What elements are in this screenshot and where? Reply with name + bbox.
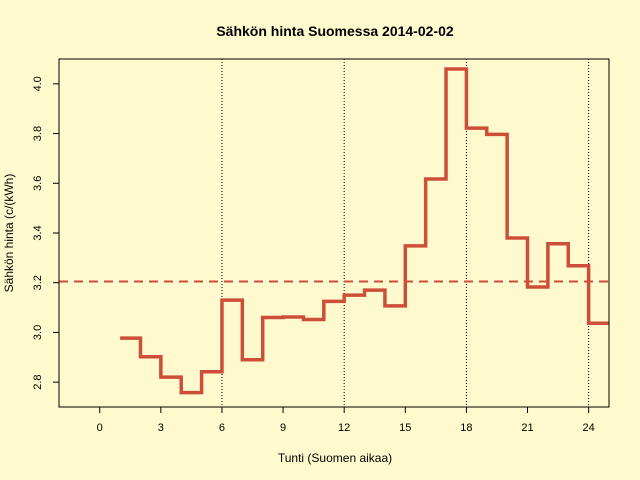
x-tick-label-9: 9 (280, 422, 286, 434)
series-line-0 (120, 67, 609, 395)
x-axis: 0 3 6 9 12 15 18 21 24 (97, 407, 595, 434)
x-tick-label-3: 3 (158, 422, 164, 434)
y-tick-label-6: 4.0 (32, 76, 44, 91)
x-tick-label-6: 6 (219, 422, 225, 434)
x-tick-label-12: 12 (338, 422, 350, 434)
y-tick-label-5: 3.8 (32, 126, 44, 141)
x-tick-label-18: 18 (460, 422, 472, 434)
y-tick-label-0: 2.8 (32, 374, 44, 389)
chart-title: Sähkön hinta Suomessa 2014-02-02 (216, 23, 454, 39)
y-axis: 2.8 3.0 3.2 3.4 3.6 3.8 4.0 (32, 76, 59, 390)
y-tick-label-1: 3.0 (32, 325, 44, 340)
x-axis-label: Tunti (Suomen aikaa) (278, 451, 392, 465)
y-tick-label-2: 3.2 (32, 275, 44, 290)
series-layer (120, 67, 609, 395)
y-tick-label-4: 3.6 (32, 176, 44, 191)
x-tick-label-15: 15 (399, 422, 411, 434)
x-tick-label-24: 24 (583, 422, 595, 434)
y-tick-label-3: 3.4 (32, 225, 44, 240)
x-tick-label-0: 0 (97, 422, 103, 434)
y-axis-label: Sähkön hinta (c/(kWh) (2, 174, 16, 293)
x-tick-label-21: 21 (521, 422, 533, 434)
